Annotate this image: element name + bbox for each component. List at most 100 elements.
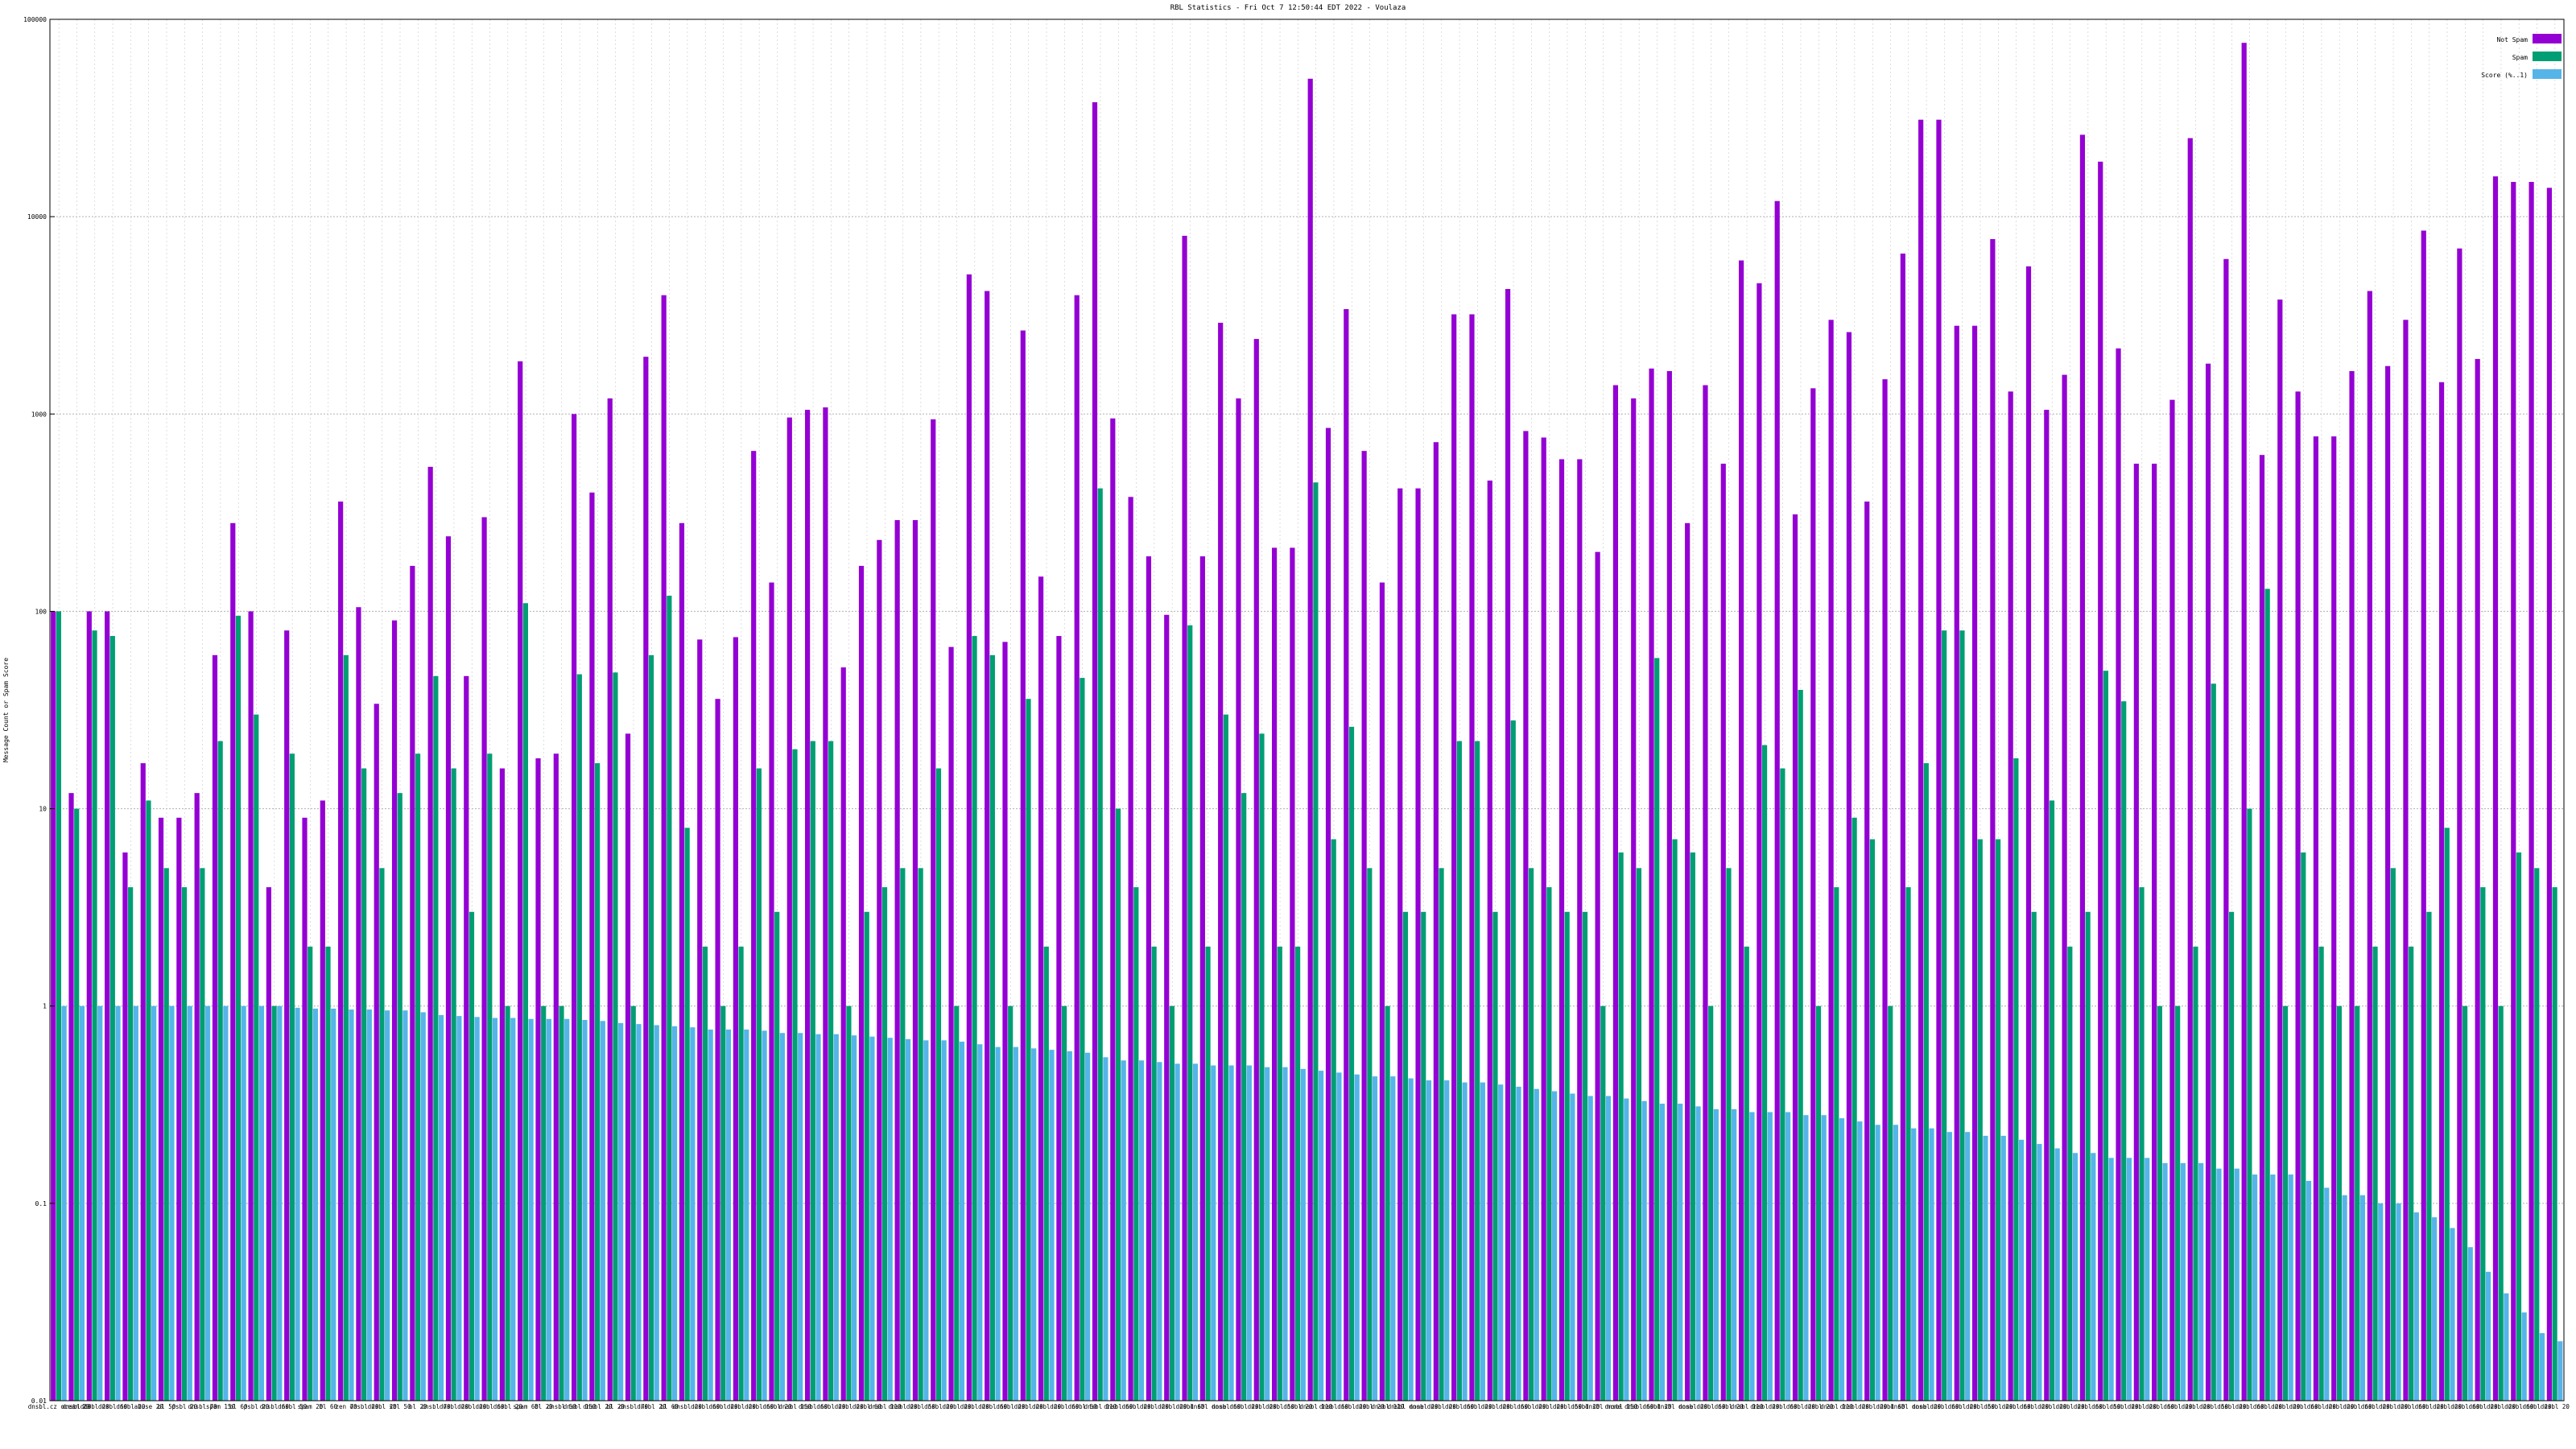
spam-bar [415,753,421,1401]
score-bar [2467,1247,2473,1401]
score-bar [1678,1104,1683,1401]
not-spam-bar [1038,576,1044,1401]
spam-bar [881,887,888,1401]
score-bar [1821,1115,1827,1401]
x-tick-label: spam 60 [513,1403,539,1410]
not-spam-bar [733,637,738,1401]
score-bar [1336,1072,1342,1401]
score-bar [546,1018,551,1401]
spam-bar [397,793,402,1401]
score-bar [636,1024,642,1401]
spam-bar [2264,588,2270,1401]
spam-bar [1008,1005,1013,1401]
spam-bar [1959,630,1965,1401]
score-bar [1983,1135,1988,1401]
x-tick-label: dnsbl.cz ocean 20 [28,1403,90,1410]
spam-bar [254,714,259,1401]
not-spam-bar [1810,388,1816,1401]
not-spam-bar [1846,332,1852,1401]
not-spam-bar [1954,325,1959,1402]
not-spam-bar [2492,176,2499,1402]
x-tick-label: dnsbl 60 [745,1403,774,1410]
not-spam-bar [786,417,792,1401]
score-bar [744,1029,749,1401]
spam-bar [1905,887,1911,1401]
spam-bar [2462,1005,2468,1401]
score-bar [2359,1195,2366,1401]
x-tick-label: dnsbl 50 [1068,1403,1098,1410]
x-tick-label: dnsbl 20 [1481,1403,1511,1410]
x-tick-label: bl 60 [229,1403,248,1410]
x-tick-label: dnsbl none [1890,1403,1927,1410]
x-tick-label: dnsbl 20 [1571,1403,1600,1410]
x-tick-label: spam 150 [206,1403,236,1410]
spam-bar [1708,1005,1714,1401]
spam-bar [2121,701,2127,1401]
score-bar [2485,1271,2491,1401]
not-spam-bar [1074,295,1080,1401]
x-tick-label: dnsbl 20 [1356,1403,1385,1410]
score-bar [1570,1093,1575,1401]
x-tick-label: dnsbl 20 [493,1403,523,1410]
x-tick-label: dnsbl 50 [2199,1403,2229,1410]
not-spam-bar [1469,314,1475,1402]
x-tick-label: dnsbl 60 [2002,1403,2032,1410]
spam-bar [1169,1005,1175,1401]
score-bar [385,1010,390,1401]
spam-bar [935,768,942,1401]
score-bar [1174,1063,1180,1401]
spam-bar [576,674,582,1401]
score-bar [2557,1341,2563,1401]
score-bar [1767,1112,1773,1401]
x-tick-label: dnsbl 20 [1948,1403,1978,1410]
score-bar [2234,1168,2240,1401]
spam-bar [1241,793,1247,1401]
score-bar [708,1029,713,1401]
spam-bar [918,868,923,1401]
plot-frame [49,19,2565,1402]
score-bar [187,1005,192,1401]
spam-bar [2355,1005,2360,1401]
not-spam-bar [823,407,828,1401]
not-spam-bar [1110,418,1116,1402]
not-spam-bar [68,793,74,1401]
x-tick-label: dnsbl 20 [1678,1403,1708,1410]
spam-bar [1923,763,1929,1401]
not-spam-bar [391,620,398,1401]
x-tick-label: psbl 20 [171,1403,197,1410]
spam-bar [2301,852,2306,1401]
x-tick-label: dnsbl 20 [2379,1403,2409,1410]
score-bar [402,1010,408,1401]
x-tick-label: dnsbl 20 [1912,1403,1942,1410]
not-spam-bar [2098,161,2103,1402]
not-spam-bar [445,536,452,1402]
not-spam-bar [1720,464,1726,1401]
spam-bar [379,868,385,1401]
x-tick-label: dnsbl 20 [2415,1403,2445,1410]
not-spam-bar [427,466,433,1401]
spam-bar [1456,741,1462,1401]
x-tick-label: dnsbl none [1388,1403,1425,1410]
score-bar [1462,1082,1468,1401]
not-spam-bar [1056,636,1062,1401]
score-bar [654,1025,659,1401]
x-tick-label: dnsbl 60 [1212,1403,1241,1410]
not-spam-bar [105,611,110,1401]
not-spam-bar [1971,325,1978,1402]
not-spam-bar [1505,288,1511,1401]
x-tick-label: dnsbl 60 [2289,1403,2318,1410]
x-tick-label: abuse 20 [134,1403,164,1410]
score-bar [1803,1115,1809,1401]
not-spam-bar [1936,119,1942,1401]
not-spam-bar [2277,299,2283,1402]
score-bar [2504,1293,2509,1401]
not-spam-bar [607,398,613,1401]
spam-bar [1798,689,1803,1401]
not-spam-bar [2385,365,2391,1401]
not-spam-bar [931,419,936,1401]
spam-bar [1259,733,1265,1401]
x-tick-label: dnsbl 60 [475,1403,505,1410]
score-bar [1157,1062,1162,1401]
x-tick-label: dnsbl 20 [2325,1403,2355,1410]
x-tick-label: dnsbl 110 [1084,1403,1117,1410]
